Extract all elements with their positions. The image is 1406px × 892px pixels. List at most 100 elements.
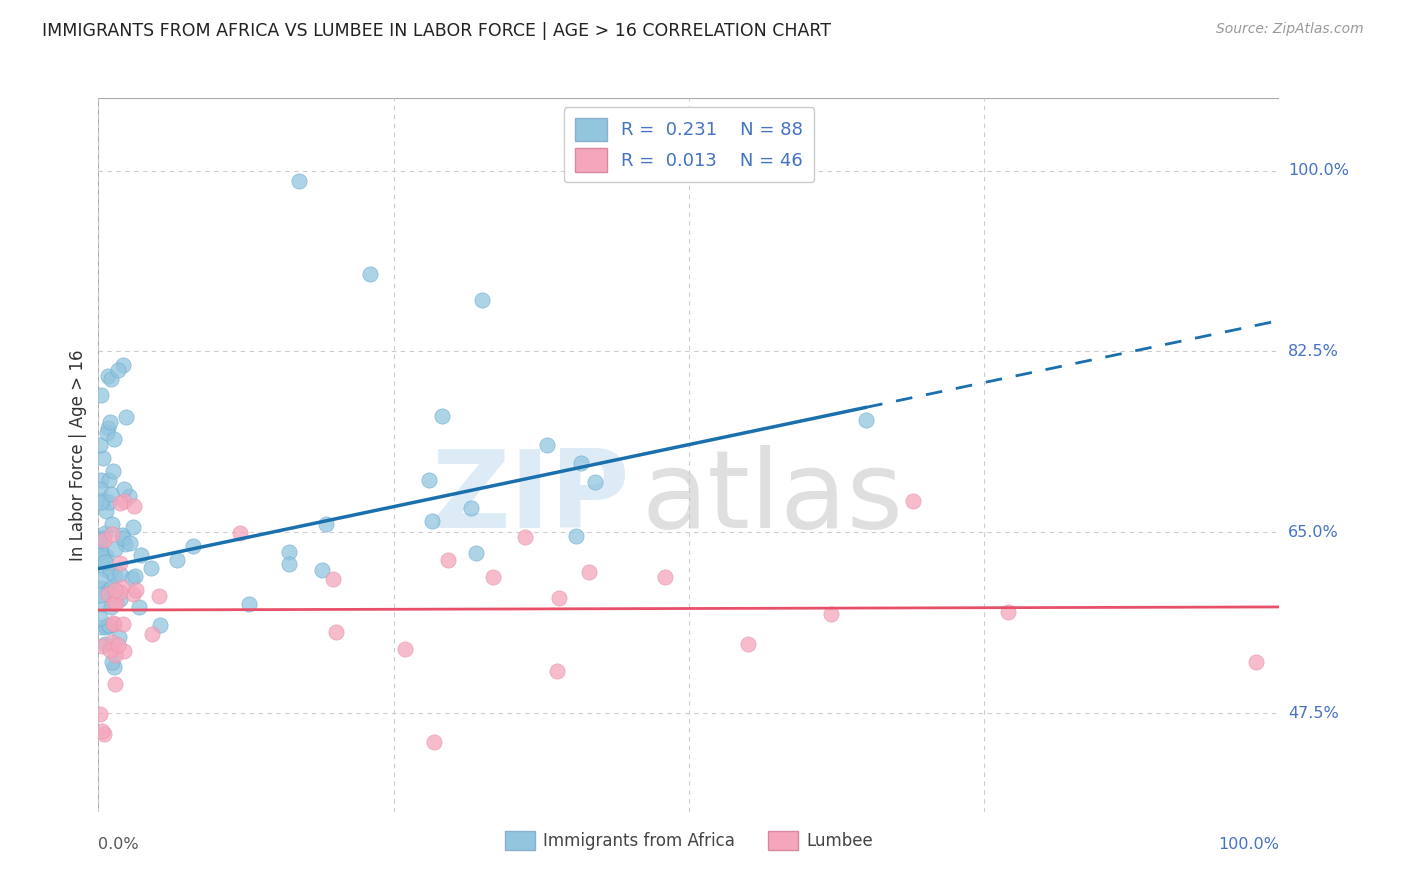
Point [101, 635, 124, 649]
Point [103, 660, 125, 674]
Point [91, 723, 114, 738]
Point [654, 570, 676, 584]
Point [111, 617, 134, 632]
Point [583, 475, 606, 490]
Point [90, 597, 112, 611]
Point [101, 527, 124, 541]
Point [104, 648, 127, 663]
Point [98, 643, 121, 657]
Point [430, 409, 453, 423]
Text: IMMIGRANTS FROM AFRICA VS LUMBEE IN LABOR FORCE | AGE > 16 CORRELATION CHART: IMMIGRANTS FROM AFRICA VS LUMBEE IN LABO… [42, 22, 831, 40]
Point [141, 561, 163, 575]
Point [564, 528, 586, 542]
Point [394, 642, 416, 657]
Point [98, 474, 121, 488]
Point [238, 597, 260, 611]
Point [100, 581, 122, 595]
Point [108, 631, 131, 645]
Point [125, 582, 148, 597]
Point [91, 493, 114, 508]
Point [124, 568, 146, 582]
Point [90, 581, 112, 595]
Point [90, 473, 112, 487]
Point [98, 415, 121, 429]
Point [104, 541, 127, 556]
Point [91, 450, 114, 465]
Point [89, 534, 111, 549]
Point [107, 638, 129, 652]
Point [482, 569, 505, 583]
Point [465, 545, 488, 559]
Point [107, 363, 129, 377]
Point [103, 617, 125, 632]
Point [101, 464, 124, 478]
Point [112, 483, 135, 497]
Point [359, 267, 381, 281]
Point [820, 607, 842, 621]
Point [108, 584, 131, 599]
Point [89, 482, 111, 496]
Point [103, 596, 125, 610]
Point [128, 600, 150, 615]
Point [578, 565, 600, 579]
Point [104, 596, 127, 610]
Point [322, 572, 344, 586]
Point [108, 556, 131, 570]
Point [548, 591, 571, 606]
Point [98, 566, 121, 580]
Point [121, 587, 143, 601]
Point [94, 526, 117, 541]
Text: Source: ZipAtlas.com: Source: ZipAtlas.com [1216, 22, 1364, 37]
Point [513, 530, 536, 544]
Point [103, 591, 125, 605]
Point [122, 499, 145, 513]
Point [111, 358, 134, 372]
Text: 65.0%: 65.0% [1288, 525, 1339, 540]
Point [93, 533, 115, 547]
Point [111, 580, 134, 594]
Point [108, 567, 131, 582]
Point [420, 514, 443, 528]
Point [103, 432, 125, 446]
Point [288, 174, 311, 188]
Point [737, 637, 759, 651]
Point [89, 541, 111, 556]
Point [94, 555, 117, 569]
Text: 0.0%: 0.0% [98, 837, 139, 852]
Point [229, 526, 252, 541]
Point [100, 486, 122, 500]
Point [104, 582, 127, 597]
Point [101, 516, 124, 531]
Point [118, 489, 141, 503]
Point [104, 569, 127, 583]
Point [1244, 655, 1267, 669]
Point [118, 536, 141, 550]
Point [423, 734, 446, 748]
Point [97, 587, 120, 601]
Text: ZIP: ZIP [432, 445, 630, 550]
Point [311, 563, 333, 577]
Point [460, 501, 482, 516]
Point [111, 532, 134, 546]
Point [98, 495, 121, 509]
Point [536, 438, 558, 452]
Point [93, 637, 115, 651]
Point [93, 551, 115, 566]
Point [89, 588, 111, 602]
Point [93, 727, 115, 741]
Point [278, 557, 301, 571]
Point [89, 545, 111, 559]
Point [149, 617, 172, 632]
Point [97, 368, 120, 383]
Point [546, 664, 568, 678]
Point [903, 494, 925, 508]
Point [97, 421, 120, 435]
Point [100, 656, 122, 670]
Point [112, 643, 135, 657]
Point [94, 562, 117, 576]
Point [101, 616, 124, 631]
Point [89, 610, 111, 624]
Point [166, 552, 188, 566]
Point [97, 619, 120, 633]
Text: 100.0%: 100.0% [1288, 163, 1348, 178]
